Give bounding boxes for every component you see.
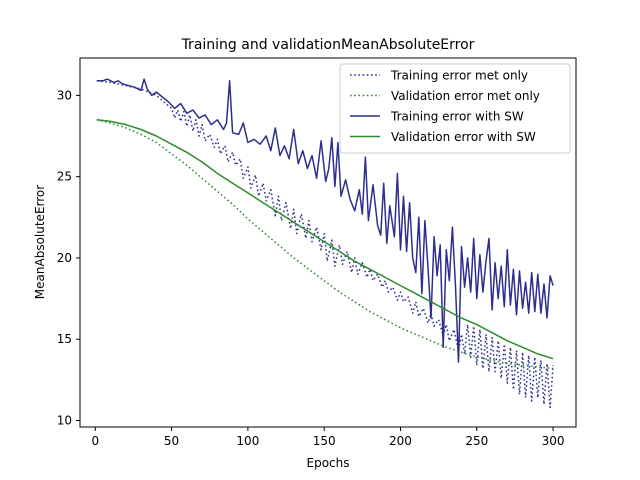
x-tick-label: 100 xyxy=(236,434,259,448)
x-tick-label: 0 xyxy=(91,434,99,448)
legend: Training error met only Validation error … xyxy=(339,63,571,154)
x-tick-label: 200 xyxy=(389,434,412,448)
legend-box xyxy=(339,63,571,154)
legend-label-training-error-with-sw: Training error with SW xyxy=(390,110,524,124)
y-tick-label: 15 xyxy=(57,332,72,346)
plot-frame xyxy=(79,57,577,428)
x-axis-label: Epochs xyxy=(307,456,350,470)
series-line-training-error-with-sw xyxy=(96,78,554,363)
chart-title: Training and validationMeanAbsoluteError xyxy=(181,37,475,53)
x-tick-label: 300 xyxy=(542,434,565,448)
y-axis-ticks: 10 15 20 25 30 xyxy=(57,88,80,427)
series-layer xyxy=(96,78,554,409)
series-line-validation-error-with-sw xyxy=(96,119,554,360)
x-tick-label: 150 xyxy=(313,434,336,448)
x-tick-label: 250 xyxy=(465,434,488,448)
y-tick-label: 20 xyxy=(57,251,72,265)
legend-label-validation-error-with-sw: Validation error with SW xyxy=(391,130,536,144)
y-tick-label: 30 xyxy=(57,88,72,102)
series-line-training-error-met-only xyxy=(96,80,554,409)
x-tick-label: 50 xyxy=(164,434,179,448)
series-line-validation-error-met-only xyxy=(96,119,554,370)
legend-label-training-error-met-only: Training error met only xyxy=(390,69,528,83)
y-axis-label: MeanAbsoluteError xyxy=(33,185,47,299)
legend-label-validation-error-met-only: Validation error met only xyxy=(391,89,540,103)
y-tick-label: 25 xyxy=(57,170,72,184)
y-tick-label: 10 xyxy=(57,413,72,427)
x-axis-ticks: 0 50 100 150 200 250 300 xyxy=(91,427,565,448)
